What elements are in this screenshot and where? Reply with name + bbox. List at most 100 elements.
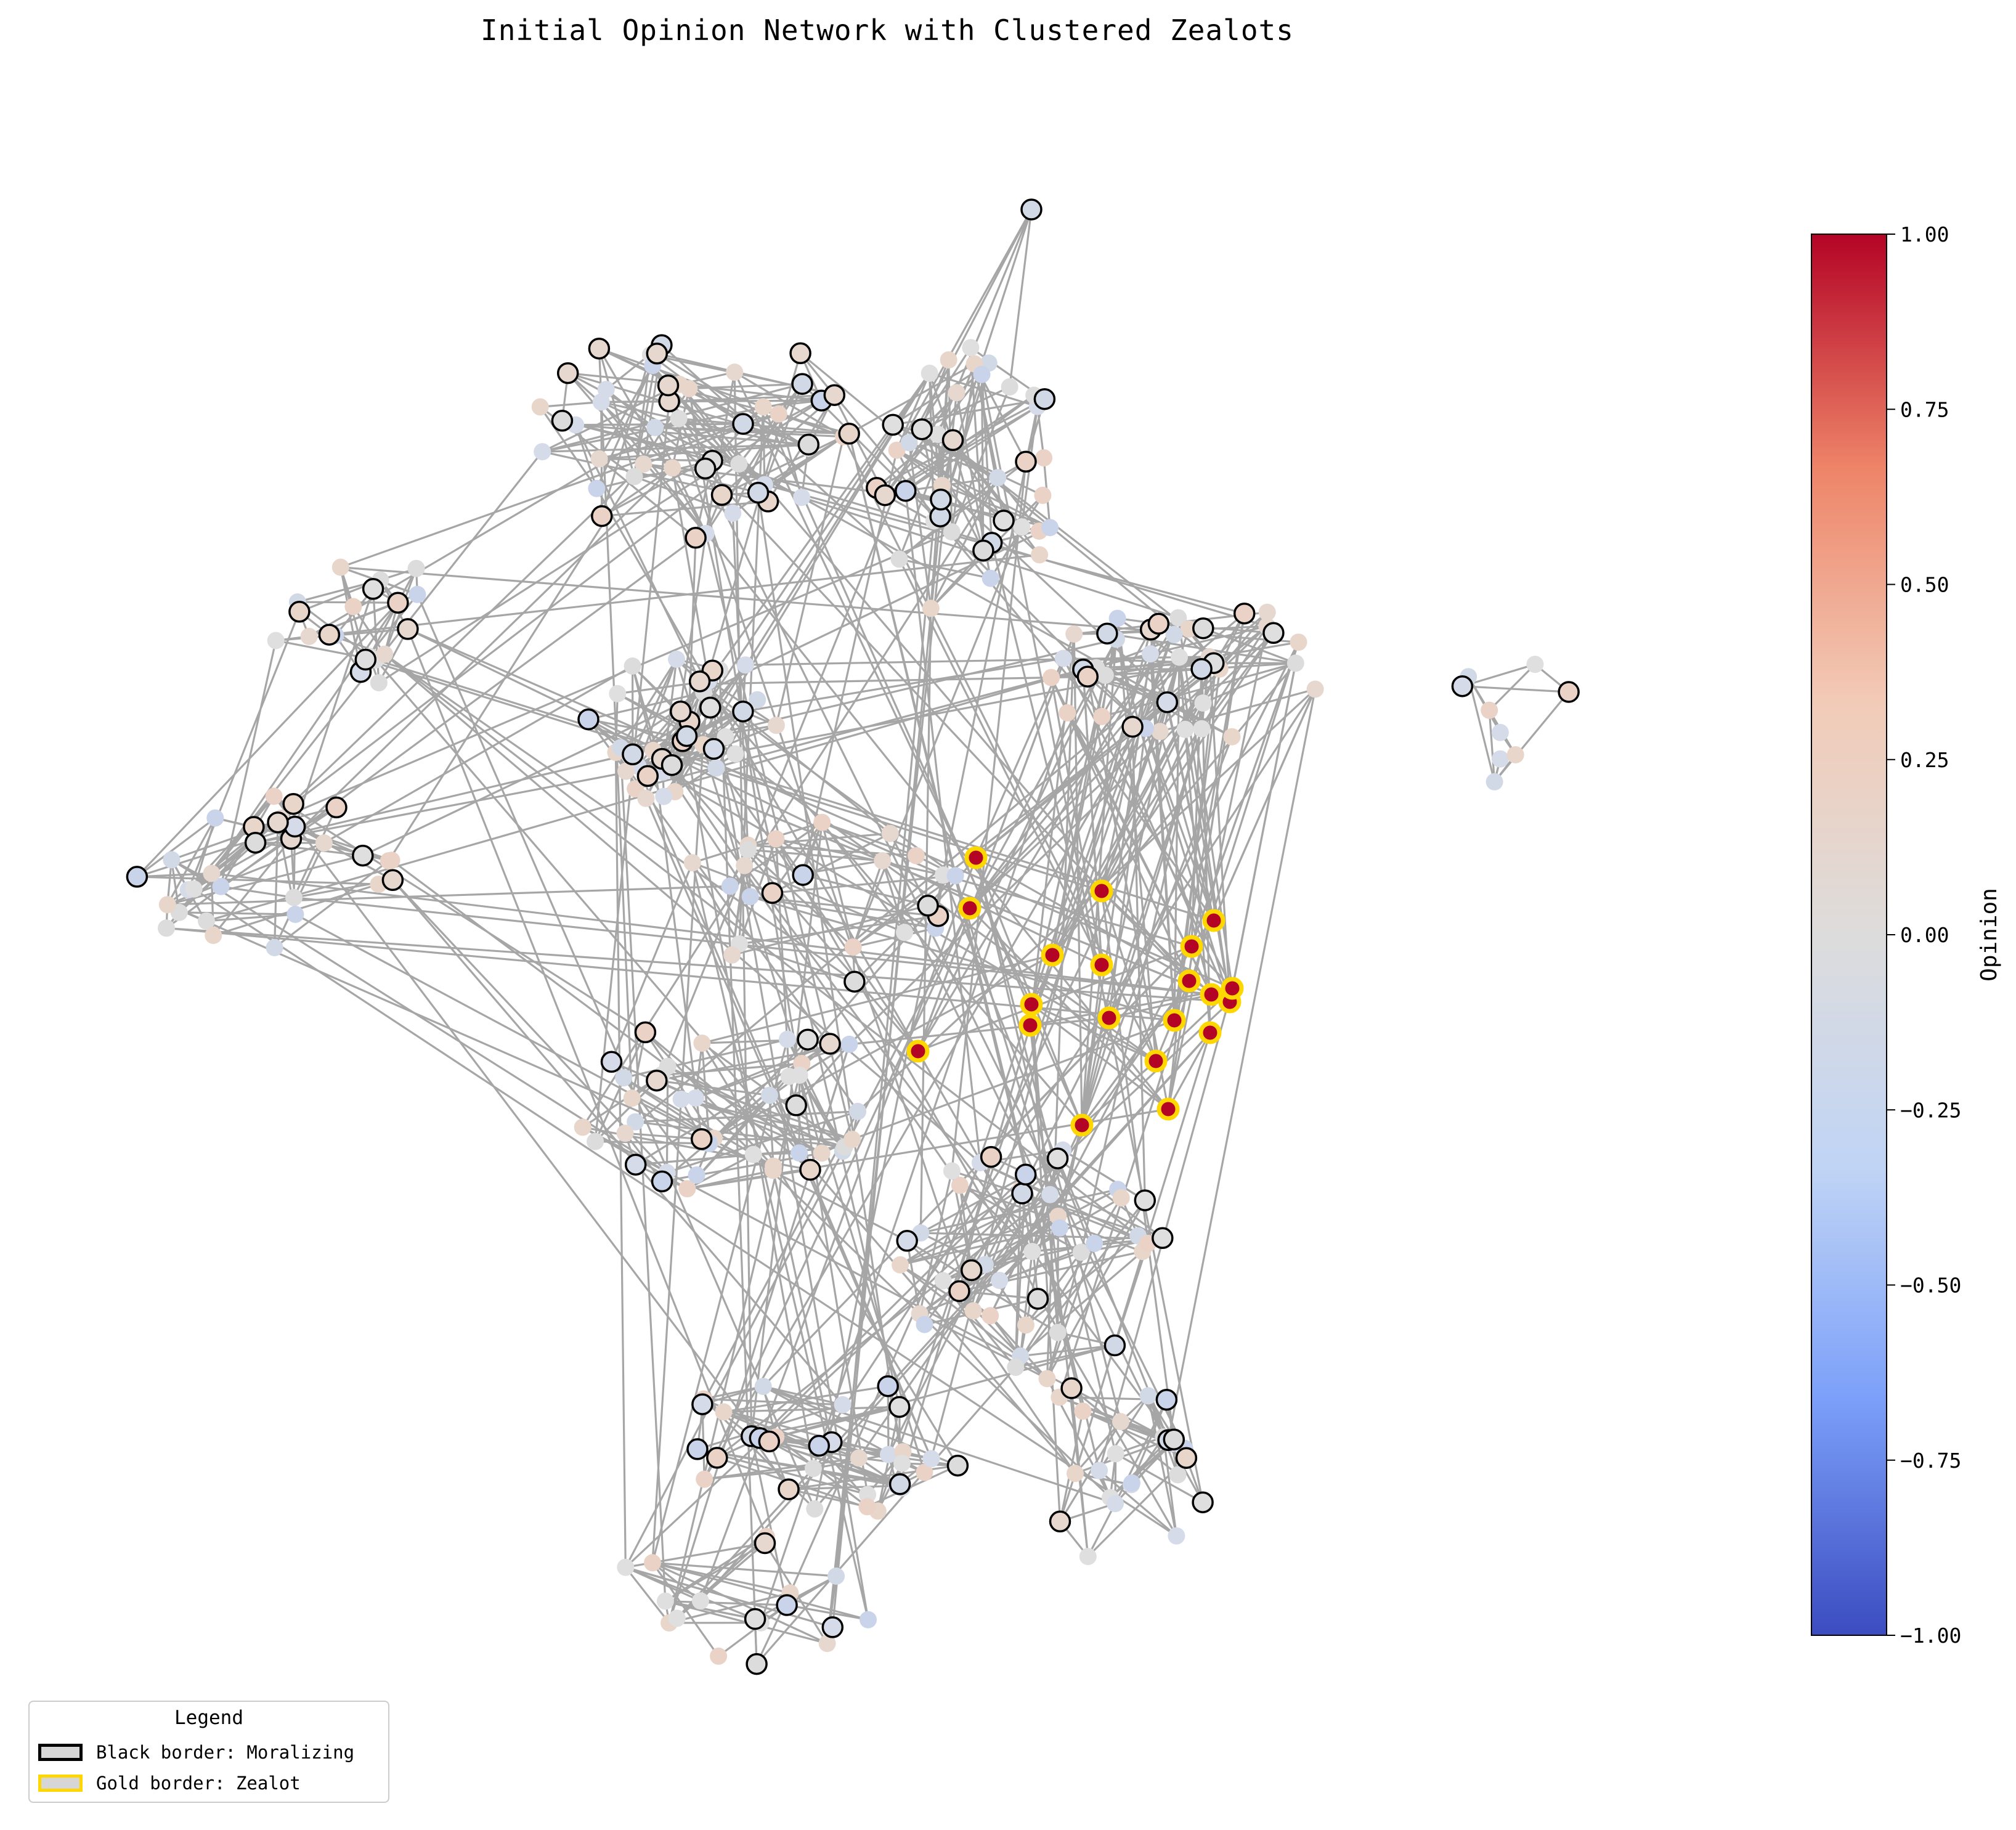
colorbar-tick-label: −0.75 — [1900, 1449, 1961, 1473]
network-edge — [904, 394, 1035, 492]
network-edge — [786, 1604, 869, 1621]
network-node — [285, 889, 303, 906]
network-node — [1193, 720, 1211, 738]
network-edge — [703, 1397, 843, 1406]
network-node — [1171, 648, 1188, 666]
network-edge — [701, 677, 1052, 685]
network-node — [1506, 746, 1524, 763]
network-edge — [1087, 1503, 1116, 1557]
network-node — [1079, 1548, 1097, 1566]
moralizing-node — [710, 484, 733, 506]
zealot-node — [1090, 953, 1113, 977]
moralizing-node — [930, 489, 952, 511]
network-node — [964, 1302, 982, 1320]
network-node — [765, 1157, 782, 1175]
network-edge — [643, 413, 779, 465]
network-node — [627, 1113, 644, 1131]
moralizing-node — [706, 1447, 728, 1469]
network-node — [1151, 723, 1169, 741]
network-node — [646, 418, 664, 436]
moralizing-node — [792, 864, 814, 886]
network-edge — [179, 911, 296, 916]
network-edge — [631, 1032, 646, 1099]
network-edge — [601, 500, 768, 518]
network-edge — [1031, 1003, 1156, 1062]
network-node — [1001, 378, 1018, 396]
moralizing-node — [600, 1051, 623, 1073]
zealot-node — [1144, 1049, 1168, 1073]
network-node — [408, 585, 426, 603]
network-node — [726, 745, 744, 763]
moralizing-node — [657, 374, 680, 397]
network-edge — [1178, 657, 1211, 1033]
moralizing-node — [702, 738, 725, 760]
network-node — [1107, 1445, 1124, 1463]
moralizing-node — [694, 457, 717, 480]
colorbar-tick-label: 1.00 — [1900, 222, 1949, 246]
moralizing-node — [843, 970, 866, 993]
network-node — [686, 1089, 704, 1107]
network-edge — [906, 1240, 921, 1314]
network-edge — [1080, 702, 1205, 1253]
network-node — [726, 364, 744, 381]
network-edge — [676, 1031, 1211, 1619]
network-edge — [896, 449, 1051, 529]
network-node — [300, 627, 318, 645]
network-edge — [729, 821, 823, 887]
moralizing-node — [972, 539, 994, 562]
network-edge — [193, 888, 1177, 1537]
network-node — [893, 1454, 911, 1472]
network-edge — [340, 566, 1299, 643]
network-edge — [695, 1043, 831, 1099]
zealot-node — [1020, 993, 1043, 1016]
moralizing-node — [1190, 657, 1213, 680]
network-node — [163, 851, 181, 869]
network-node — [754, 1378, 772, 1396]
network-edge — [750, 1436, 788, 1606]
network-node — [1168, 1527, 1185, 1545]
network-edge — [392, 879, 668, 1173]
legend-item-zealot: Gold border: Zealot — [38, 1771, 301, 1795]
network-node — [850, 1449, 868, 1467]
network-node — [1142, 645, 1159, 663]
network-edge — [1131, 1436, 1164, 1484]
network-edge — [747, 848, 883, 862]
network-edge — [652, 1561, 869, 1621]
moralizing-node — [397, 618, 419, 640]
network-edge — [166, 927, 1175, 1022]
network-edge — [669, 394, 835, 402]
network-node — [834, 1396, 852, 1413]
moralizing-node — [1046, 1147, 1069, 1169]
network-edge — [625, 1566, 670, 1624]
network-node — [1112, 1189, 1130, 1207]
network-edge — [1489, 664, 1536, 711]
zealot-node — [1221, 977, 1244, 1000]
moralizing-node — [318, 624, 341, 646]
network-edge — [920, 1232, 986, 1266]
network-edge — [378, 399, 823, 684]
network-edge — [660, 359, 950, 1076]
colorbar-tick-label: −1.00 — [1900, 1624, 1961, 1648]
moralizing-node — [1192, 1491, 1214, 1513]
network-node — [370, 674, 388, 692]
network-edge — [1071, 1387, 1179, 1476]
network-edge — [1219, 611, 1268, 670]
network-edge — [900, 1194, 1051, 1266]
network-edge — [595, 1141, 710, 1145]
moralizing-node — [1026, 1288, 1049, 1310]
network-edge — [166, 537, 697, 929]
network-node — [1043, 669, 1060, 686]
network-edge — [1062, 1149, 1146, 1202]
network-edge — [755, 1367, 1017, 1665]
network-node — [843, 1131, 861, 1149]
network-edge — [676, 658, 777, 726]
network-edge — [598, 348, 636, 477]
moralizing-node — [744, 1608, 766, 1630]
network-edge — [821, 821, 917, 857]
network-node — [1107, 1495, 1124, 1513]
network-edge — [764, 433, 850, 486]
network-edge — [588, 691, 704, 721]
colorbar-tick-label: 0.00 — [1900, 923, 1949, 947]
moralizing-node — [888, 1396, 911, 1418]
